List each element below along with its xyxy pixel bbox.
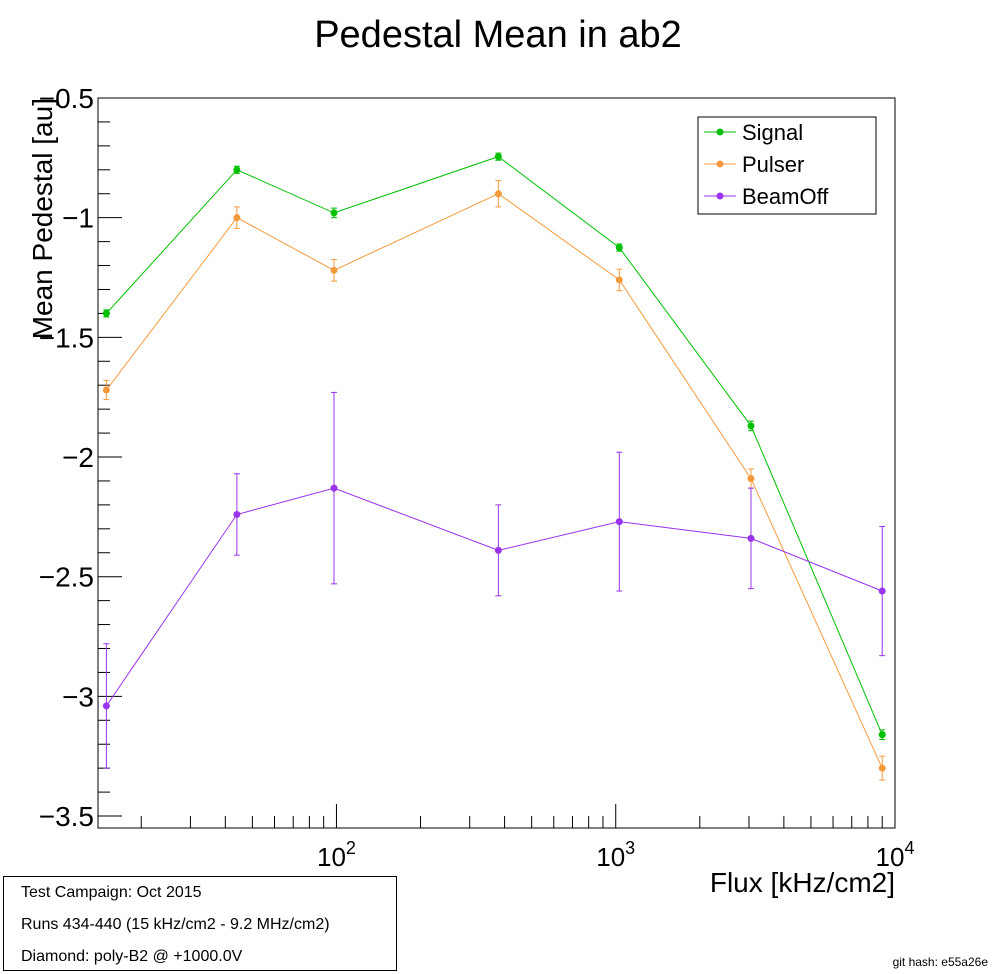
x-axis: 102 103 104 <box>140 804 915 872</box>
data-point-signal <box>233 166 241 174</box>
legend-label-signal: Signal <box>742 120 803 145</box>
data-point-pulser <box>878 764 886 772</box>
series-line-pulser <box>106 193 883 769</box>
data-point-beamoff <box>102 702 110 710</box>
y-tick-label: −2 <box>62 442 94 473</box>
series-line-signal <box>106 156 883 735</box>
x-tick-label: 102 <box>317 838 356 872</box>
series-line-beamoff <box>105 487 883 707</box>
data-point-signal <box>330 209 338 217</box>
info-campaign: Test Campaign: Oct 2015 <box>21 884 202 901</box>
chart-title: Pedestal Mean in ab2 <box>314 14 682 56</box>
x-axis-label: Flux [kHz/cm2] <box>710 867 895 898</box>
data-point-pulser <box>615 276 623 284</box>
data-point-signal <box>878 731 886 739</box>
legend: Signal Pulser BeamOff <box>697 116 877 215</box>
info-box: Test Campaign: Oct 2015 Runs 434-440 (15… <box>3 876 397 971</box>
data-point-signal <box>747 422 755 430</box>
data-point-signal <box>494 153 502 161</box>
series-layer <box>102 152 886 781</box>
y-tick-label: −1 <box>62 203 94 234</box>
legend-box <box>697 116 877 215</box>
legend-label-pulser: Pulser <box>742 152 804 177</box>
data-point-signal <box>102 309 110 317</box>
data-point-pulser <box>102 386 110 394</box>
y-tick-label: −3.5 <box>39 801 94 832</box>
x-tick-label: 103 <box>596 838 635 872</box>
y-tick-label: −3 <box>62 681 94 712</box>
data-point-beamoff <box>747 534 755 542</box>
legend-marker <box>716 128 724 136</box>
legend-marker <box>716 160 724 168</box>
data-point-pulser <box>233 214 241 222</box>
git-hash: git hash: e55a26e <box>892 955 988 969</box>
data-point-beamoff <box>233 510 241 518</box>
data-point-beamoff <box>494 546 502 554</box>
data-point-beamoff <box>330 484 338 492</box>
legend-marker <box>716 192 724 200</box>
y-axis: −0.5 −1 −1.5 −2 −2.5 −3 −3.5 <box>39 83 122 832</box>
info-diamond: Diamond: poly-B2 @ +1000.0V <box>21 948 243 965</box>
y-tick-label: −1.5 <box>39 322 94 353</box>
data-point-beamoff <box>878 587 886 595</box>
x-tick-label: 104 <box>876 838 915 872</box>
y-tick-label: −0.5 <box>39 83 94 114</box>
data-point-beamoff <box>615 518 623 526</box>
y-tick-label: −2.5 <box>39 562 94 593</box>
info-runs: Runs 434-440 (15 kHz/cm2 - 9.2 MHz/cm2) <box>21 916 330 933</box>
legend-items: Signal Pulser BeamOff <box>704 120 829 209</box>
data-point-pulser <box>747 475 755 483</box>
plot-frame <box>97 97 896 829</box>
legend-label-beamoff: BeamOff <box>742 184 829 209</box>
data-point-signal <box>615 244 623 252</box>
data-point-pulser <box>494 190 502 198</box>
y-axis-label: Mean Pedestal [au] <box>27 98 58 339</box>
data-point-pulser <box>330 266 338 274</box>
